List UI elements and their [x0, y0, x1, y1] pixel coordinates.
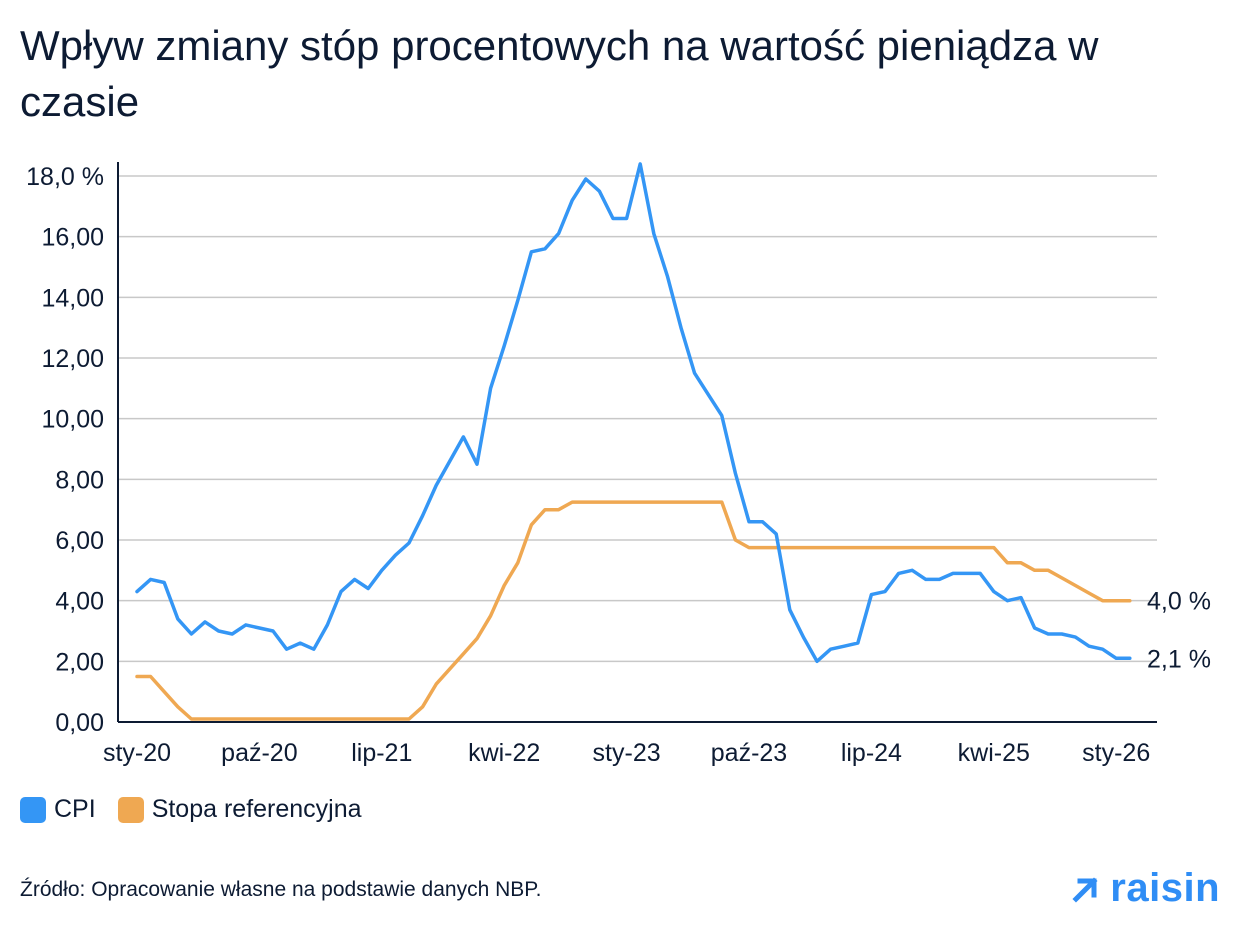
x-tick-label: lip-21 [351, 739, 412, 767]
legend-label-cpi: CPI [54, 795, 96, 823]
y-tick-label: 10,00 [41, 406, 104, 434]
x-tick-label: sty-26 [1082, 739, 1150, 767]
cpi-line-end-label: 2,1 % [1147, 645, 1211, 673]
axes [117, 162, 1157, 723]
legend-swatch-rate [117, 796, 144, 823]
x-tick-label: lip-24 [841, 739, 902, 767]
y-tick-labels: 0,00 2,00 4,00 6,00 8,00 10,00 12,00 14,00 16,00… [26, 163, 104, 737]
line-chart: 0,00 2,00 4,00 6,00 8,00 10,00 12,00 14,00 16,00… [26, 162, 1211, 767]
x-tick-label: paź-20 [221, 739, 297, 767]
reference-rate-line-end-label: 4,0 % [1147, 588, 1211, 616]
x-tick-label: sty-23 [593, 739, 661, 767]
reference-rate-line [135, 500, 1132, 721]
series-end-labels: 4,0 % 2,1 % [1147, 588, 1211, 674]
legend-label-rate: Stopa referencyjna [151, 795, 362, 823]
y-tick-label: 6,00 [55, 527, 104, 555]
legend: CPI Stopa referencyjna [20, 795, 384, 824]
y-tick-label: 8,00 [55, 466, 104, 494]
y-tick-label: 4,00 [55, 588, 104, 616]
x-tick-label: sty-20 [103, 739, 171, 767]
x-tick-label: kwi-22 [468, 739, 540, 767]
source-note: Źródło: Opracowanie własne na podstawie … [20, 878, 542, 901]
chart-title: Wpływ zmiany stóp procentowych na wartoś… [20, 22, 1099, 125]
raisin-logo[interactable]: raisin [1070, 866, 1220, 911]
series-lines [135, 162, 1132, 721]
x-tick-label: kwi-25 [958, 739, 1030, 767]
y-tick-label: 14,00 [41, 284, 104, 312]
legend-swatch-cpi [20, 796, 46, 823]
legend-item-rate[interactable]: Stopa referencyjna [117, 795, 362, 824]
y-tick-label: 2,00 [55, 648, 104, 676]
y-tick-label: 12,00 [41, 345, 104, 373]
arrow-up-right-icon [1072, 876, 1098, 903]
y-tick-label: 18,0 % [26, 163, 104, 191]
x-tick-label: paź-23 [711, 739, 787, 767]
cpi-line [135, 162, 1132, 664]
logo-text: raisin [1110, 866, 1220, 910]
x-tick-labels: sty-20 paź-20 lip-21 kwi-22 sty-23 paź-23 lip-… [103, 739, 1150, 767]
legend-item-cpi[interactable]: CPI [20, 795, 96, 824]
y-tick-label: 16,00 [41, 224, 104, 252]
gridlines [118, 175, 1157, 663]
y-tick-label: 0,00 [55, 709, 104, 737]
